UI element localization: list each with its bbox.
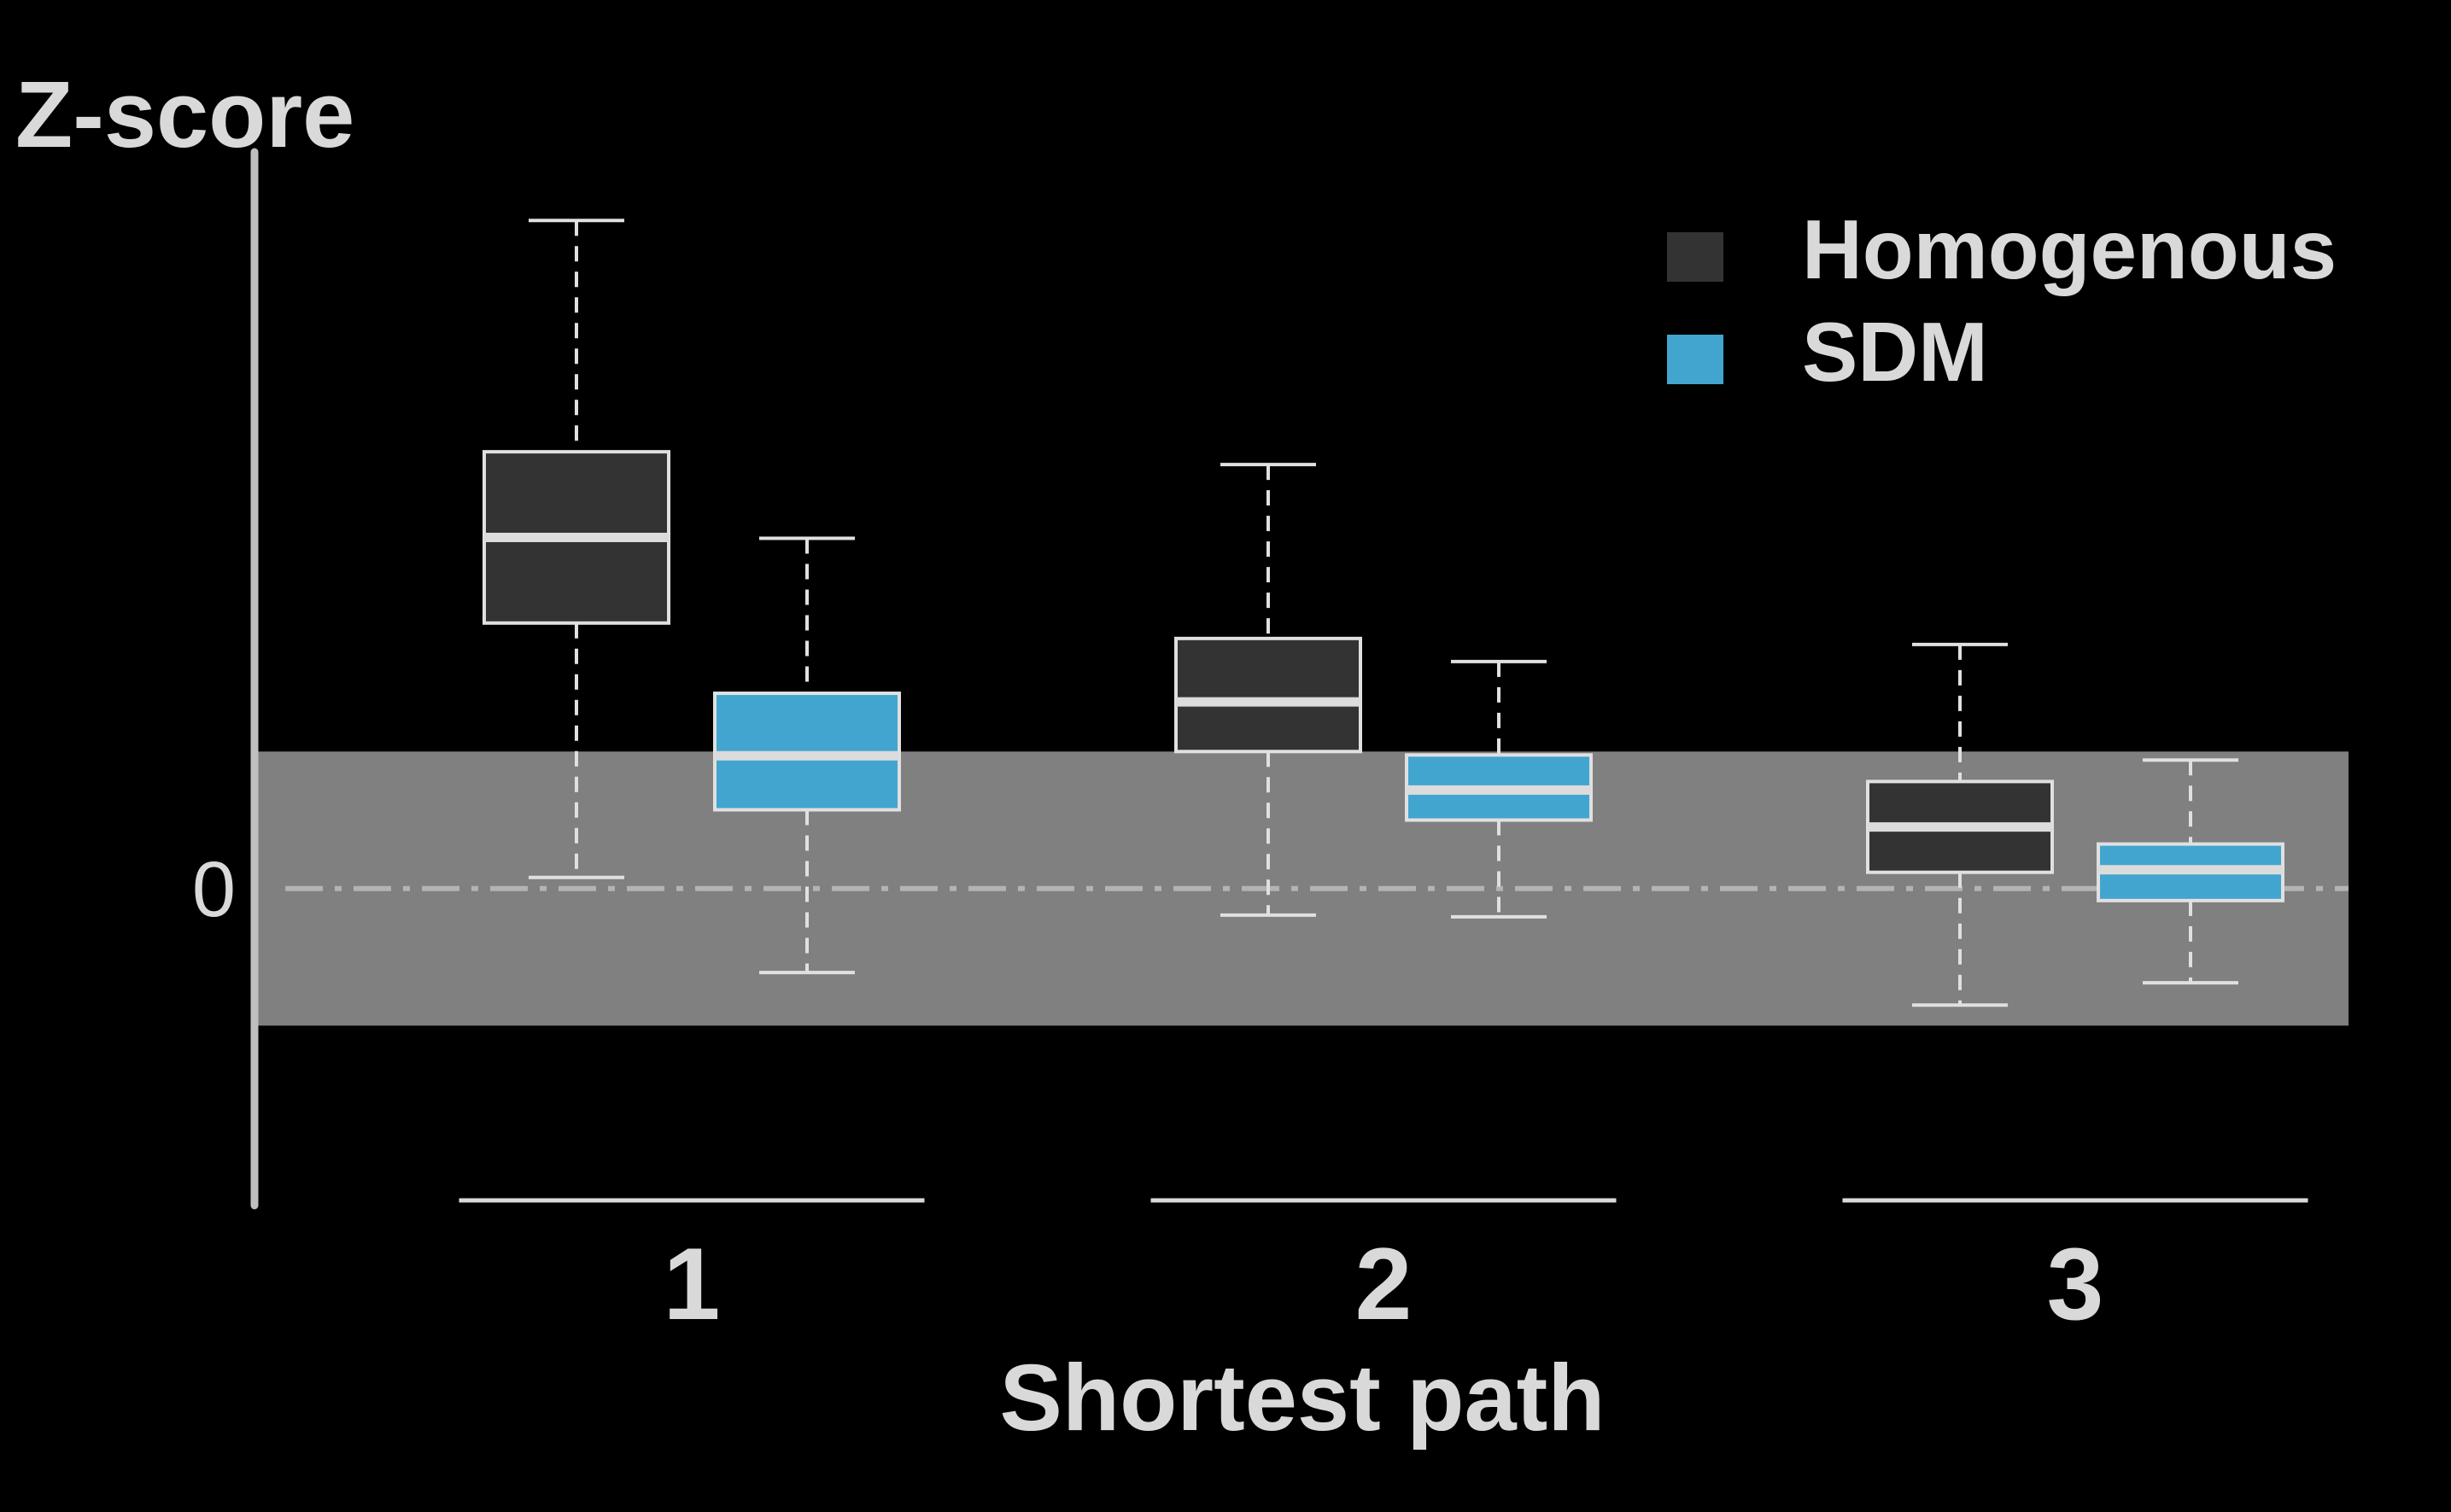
legend-label: SDM [1802, 305, 1988, 399]
x-tick-label-1: 1 [664, 1227, 721, 1341]
legend-item-sdm: SDM [1667, 305, 1988, 399]
box-sdm-3 [2097, 758, 2284, 985]
legend-label: Homogenous [1802, 202, 2337, 296]
box-homogenous-1 [483, 219, 670, 879]
legend-item-homogenous: Homogenous [1667, 202, 2337, 296]
x-tick-label-2: 2 [1355, 1227, 1413, 1341]
iqr-box [1174, 636, 1362, 754]
box-homogenous-3 [1866, 642, 2054, 1007]
legend-swatch [1667, 232, 1723, 282]
box-layer [483, 219, 2284, 1007]
axis-layer: 0 1 2 3 [192, 148, 2308, 1341]
box-homogenous-2 [1174, 463, 1362, 917]
x-axis-title: Shortest path [1000, 1346, 1606, 1451]
legend-swatch [1667, 335, 1723, 384]
box-sdm-2 [1405, 659, 1593, 919]
y-tick-label-0: 0 [192, 846, 236, 933]
y-axis-title: Z-score [15, 62, 354, 167]
x-tick-label-3: 3 [2047, 1227, 2104, 1341]
box-sdm-1 [713, 536, 901, 975]
